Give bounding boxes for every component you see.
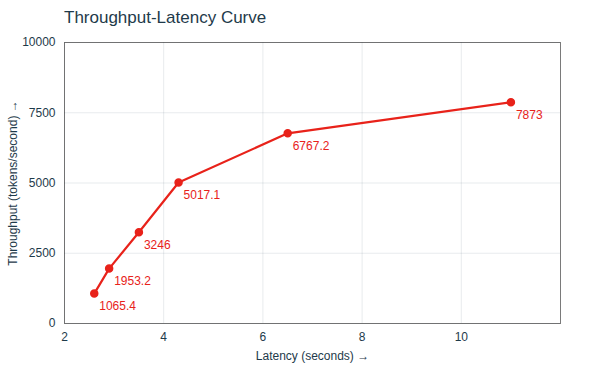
- svg-text:7873: 7873: [516, 108, 543, 122]
- svg-text:Throughput (tokens/second) →: Throughput (tokens/second) →: [6, 100, 20, 265]
- svg-text:Latency (seconds) →: Latency (seconds) →: [256, 349, 369, 363]
- svg-text:8: 8: [359, 330, 366, 344]
- html-text:Throughput-Latency Curve: Throughput-Latency Curve: [64, 8, 267, 27]
- svg-text:1065.4: 1065.4: [99, 299, 136, 313]
- svg-text:0: 0: [49, 316, 56, 330]
- svg-text:7500: 7500: [29, 106, 56, 120]
- svg-text:10000: 10000: [22, 35, 56, 49]
- svg-text:10: 10: [455, 330, 469, 344]
- svg-text:2500: 2500: [29, 246, 56, 260]
- svg-text:5000: 5000: [29, 176, 56, 190]
- svg-text:5017.1: 5017.1: [184, 188, 221, 202]
- svg-text:1953.2: 1953.2: [114, 274, 151, 288]
- svg-text:4: 4: [160, 330, 167, 344]
- svg-text:3246: 3246: [144, 238, 171, 252]
- svg-text:6: 6: [260, 330, 267, 344]
- svg-text:6767.2: 6767.2: [293, 139, 330, 153]
- svg-text:2: 2: [61, 330, 68, 344]
